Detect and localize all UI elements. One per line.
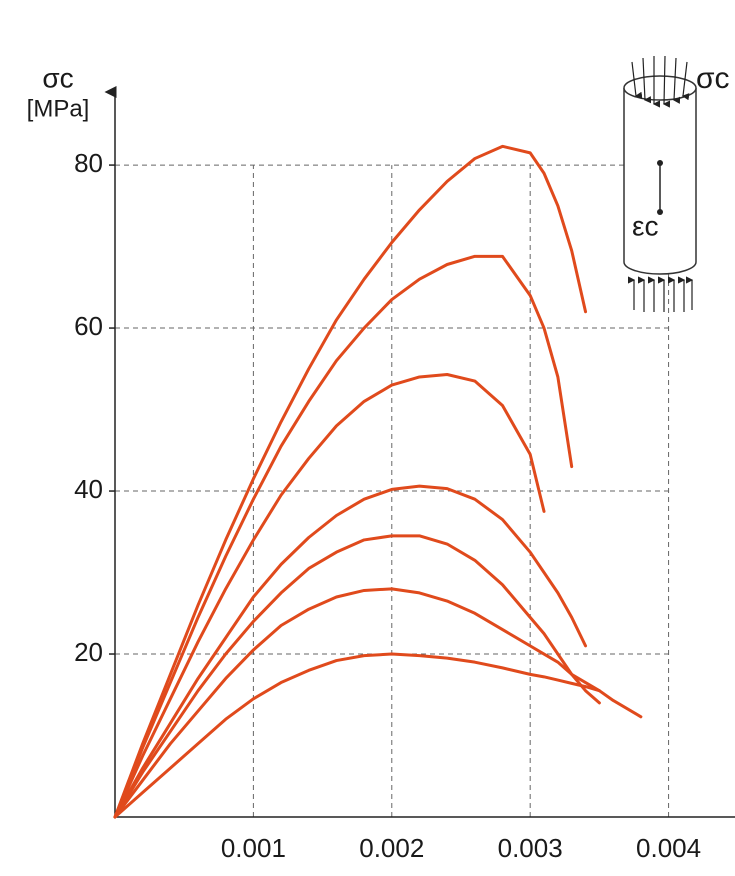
x-tick-label: 0.003 [498,833,563,863]
curve [115,536,599,817]
chart: σc [MPa] σc εc 20 40 60 80 0.001 0.002 0.003 0.… [0,0,735,876]
specimen-diagram [624,56,696,312]
strain-label: εc [632,210,658,241]
y-tick-label: 40 [74,474,103,504]
curve [115,375,544,817]
x-tick-label: 0.004 [636,833,701,863]
y-axis-label: σc [42,62,73,93]
y-axis-unit: [MPa] [27,95,90,122]
y-tick-label: 60 [74,311,103,341]
grid [115,165,669,817]
curve [115,486,586,817]
curve [115,256,572,817]
page: σc [MPa] σc εc 20 40 60 80 0.001 0.002 0.003 0.… [0,0,735,876]
curve [115,589,599,817]
curve [115,146,586,817]
x-tick-label: 0.001 [221,833,286,863]
curve [115,654,641,817]
stress-label: σc [696,62,730,95]
y-tick-label: 80 [74,148,103,178]
x-tick-label: 0.002 [359,833,424,863]
y-tick-label: 20 [74,637,103,667]
